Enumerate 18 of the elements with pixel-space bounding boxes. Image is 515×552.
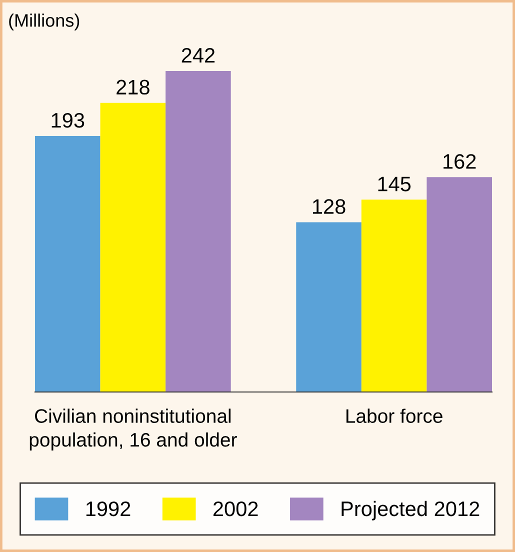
x-tick-label: Labor force: [346, 408, 442, 423]
legend-label: Projected 2012: [342, 500, 480, 520]
bar: [166, 71, 231, 392]
y-axis-title: (Millions): [9, 14, 80, 30]
bar: [361, 200, 427, 392]
data-label: 193: [52, 112, 84, 128]
data-label: 128: [312, 199, 346, 214]
bar: [426, 177, 492, 392]
bar: [296, 222, 362, 392]
x-tick-label: Civilian noninstitutional population, 16 and older: [30, 408, 237, 451]
data-label: 162: [444, 154, 476, 169]
data-label: 145: [378, 176, 411, 192]
bar: [35, 136, 100, 392]
data-label: 242: [182, 48, 215, 63]
legend-label: 1992: [86, 501, 130, 516]
bar: [100, 102, 166, 392]
legend-label: 2002: [213, 501, 258, 516]
data-label: 218: [116, 80, 150, 95]
